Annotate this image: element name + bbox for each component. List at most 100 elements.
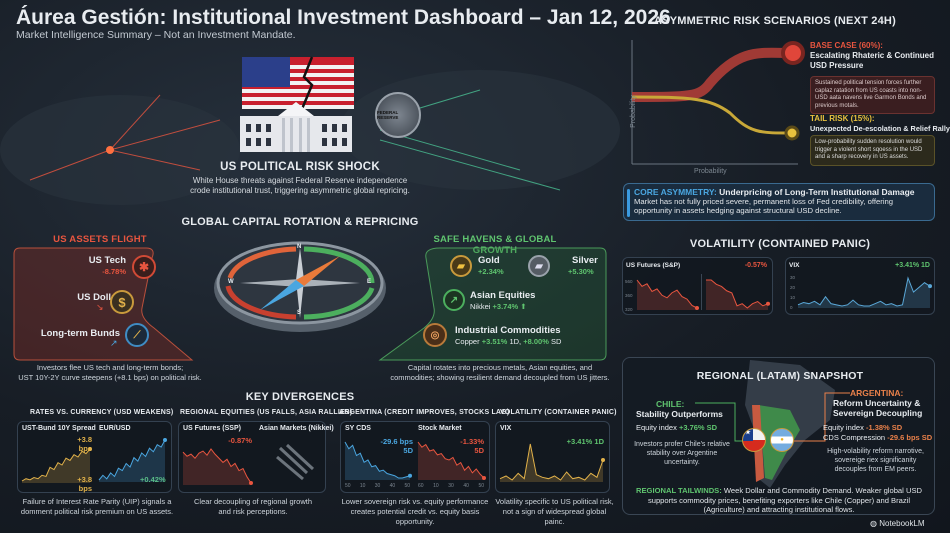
rates-caption-2: domment political risk premium on US ass…: [20, 507, 174, 516]
volatility-title: VOLATILITY (CONTAINER PANIC): [500, 409, 617, 416]
spread-value-bottom: +3.8 bps: [77, 475, 92, 493]
tick: 30: [790, 275, 796, 280]
vix-vol-sparkline: [797, 276, 932, 308]
sparkline-end-point: [249, 481, 253, 485]
page-title: Áurea Gestión: Institutional Investment …: [16, 6, 671, 29]
eurusd-sparkline: [98, 438, 167, 482]
bond-chart-icon: ⟋: [125, 323, 149, 347]
nikkei-label: Nikkei: [470, 302, 491, 311]
rates-currency-title: RATES VS. CURRENCY (USD WEAKENS): [30, 409, 174, 416]
core-asymmetry-box: CORE ASYMMETRY: Underpricing of Long-Ter…: [623, 183, 935, 221]
vix-value: +3.41% 1D: [566, 437, 604, 446]
sparkline-line: [98, 439, 166, 481]
argentina-title-2: Severeign Decoupling: [833, 408, 923, 418]
sparkline-area: [798, 278, 930, 308]
tick: 50: [404, 483, 410, 489]
sparkline-line: [706, 279, 769, 309]
copper-1d-value: +3.51%: [481, 337, 508, 346]
cds-unit: 5D: [403, 446, 413, 455]
vix-label: VIX: [500, 425, 512, 432]
silver-bars-icon: ▰: [528, 255, 550, 277]
copper-label: Copper: [455, 337, 480, 346]
vix-caption-2: not a sign of widespread global painc.: [502, 507, 607, 526]
argentina-flag-icon: ●: [770, 428, 794, 452]
chile-tag: CHILE:: [656, 399, 685, 409]
argentina-cds-label: CDS Compression: [823, 433, 886, 442]
us-futures-sparkline: [182, 448, 253, 485]
federal-reserve-seal-icon: FEDERAL RESERVE: [375, 92, 421, 138]
sparkline-end-point: [88, 447, 92, 451]
tick: 30: [374, 483, 381, 489]
argentina-equity-value: -1.38% SD: [865, 423, 903, 432]
stock-market-unit: 5D: [474, 446, 484, 455]
sparkline-area: [637, 280, 697, 310]
argentina-title: ARGENTINA (CREDIT IMPROVES, STOCKS LAG): [339, 409, 510, 416]
tick: 40: [463, 483, 469, 489]
sparkline-line: [344, 441, 411, 479]
rotation-title: GLOBAL CAPITAL ROTATION & REPRICING: [181, 216, 419, 228]
chile-body: Investors profer Chile's relative stabil…: [634, 441, 730, 466]
right-caption-2: commodities; showing resilient demand de…: [390, 373, 610, 382]
argentina-connector: [790, 392, 850, 442]
gold-value: +2.34%: [478, 267, 504, 276]
sparkline-end-point: [766, 301, 770, 306]
base-case-tag: BASE CASE (60%):: [810, 41, 883, 50]
tick: 560: [625, 279, 633, 284]
us-dollar-label: US Dollar: [77, 292, 120, 303]
sparkline-area: [345, 442, 410, 480]
brand-text: NotebookLM: [879, 519, 925, 528]
us-tech-label: US Tech: [88, 255, 126, 266]
silver-label: Silver: [572, 255, 598, 266]
chile-flag-icon: ★: [742, 428, 766, 452]
tick: 360: [625, 293, 633, 298]
argentina-title-1: Reform Uncertainty &: [833, 398, 921, 408]
argentina-caption-1: Lower sovereign risk vs. equity performa…: [341, 497, 489, 506]
asian-equities-label: Asian Equities: [470, 290, 536, 301]
regional-equities-title: REGIONAL EQUITIES (US FALLS, ASIA RALLIE…: [180, 409, 353, 416]
argentina-caption-2: creates potential credit vs. equity basi…: [350, 507, 480, 526]
regional-caption-2: and risk perceptions.: [218, 507, 288, 516]
stock-market-value: -1.33%: [460, 437, 484, 446]
rates-caption-1: Failure of Interest Rate Parity (UIP) si…: [22, 497, 172, 506]
tick: 40: [389, 483, 396, 489]
key-divergences-title: KEY DIVERGENCES: [245, 391, 355, 403]
eurusd-value: +0.42%: [140, 475, 166, 484]
sp-futures-sparkline-1: [636, 279, 699, 310]
hero-title: US POLITICAL RISK SHOCK: [220, 161, 380, 173]
volatility-contained-title: VOLATILITY (CONTAINED PANIC): [689, 238, 871, 250]
y-axis-label: Probability: [629, 95, 637, 128]
cds-value: -29.6 bps: [380, 437, 413, 446]
tick: 50: [345, 483, 351, 489]
left-caption-1: Investors flee US tech and long-term bon…: [36, 363, 184, 372]
compass-icon: [214, 241, 386, 332]
sparkline-line: [182, 448, 252, 484]
safe-havens-title: SAFE HAVENS & GLOBAL GROWTH: [433, 234, 557, 256]
scenarios-title: ASYMMETRIC RISK SCENARIOS (NEXT 24H): [654, 15, 896, 27]
divider: [701, 274, 702, 310]
copper-sd-suffix: SD: [550, 337, 562, 346]
base-case-body: Sustained political tension forces furth…: [810, 76, 935, 115]
spread-value-top: +3.8 bps: [77, 435, 92, 453]
white-house-icon: [240, 102, 352, 152]
tail-risk-title: Unexpected De-escolation & Relief Rally: [810, 124, 950, 133]
right-caption-1: Capital rotates into precious metals, As…: [407, 363, 593, 372]
up-arrow-icon: ↗: [110, 338, 118, 348]
latam-title: REGIONAL (LATAM) SNAPSHOT: [696, 370, 864, 382]
seal-text: FEDERAL RESERVE: [377, 110, 399, 120]
sparkline-line: [417, 441, 485, 479]
argentina-card: [340, 421, 490, 493]
sparkline-end-point: [601, 458, 605, 462]
regional-tailwinds: REGIONAL TAILWINDS: Week Dollar and Comm…: [630, 486, 928, 515]
notebooklm-icon: ◍: [870, 519, 877, 528]
compass-w: W: [228, 279, 234, 285]
compass-s: S: [297, 310, 302, 316]
us-flag-icon: [242, 56, 354, 110]
sparkline-line: [797, 276, 931, 307]
page-subtitle: Market Intelligence Summary – Not an Inv…: [16, 29, 296, 41]
vix-sparkline: [499, 443, 605, 482]
base-case-marker: [781, 41, 805, 65]
tick: 0: [790, 305, 793, 310]
tick: 10: [790, 295, 796, 300]
sparkline-end-point: [482, 476, 486, 480]
tail-risk-body: Low-probability sudden resolution would …: [810, 135, 935, 166]
